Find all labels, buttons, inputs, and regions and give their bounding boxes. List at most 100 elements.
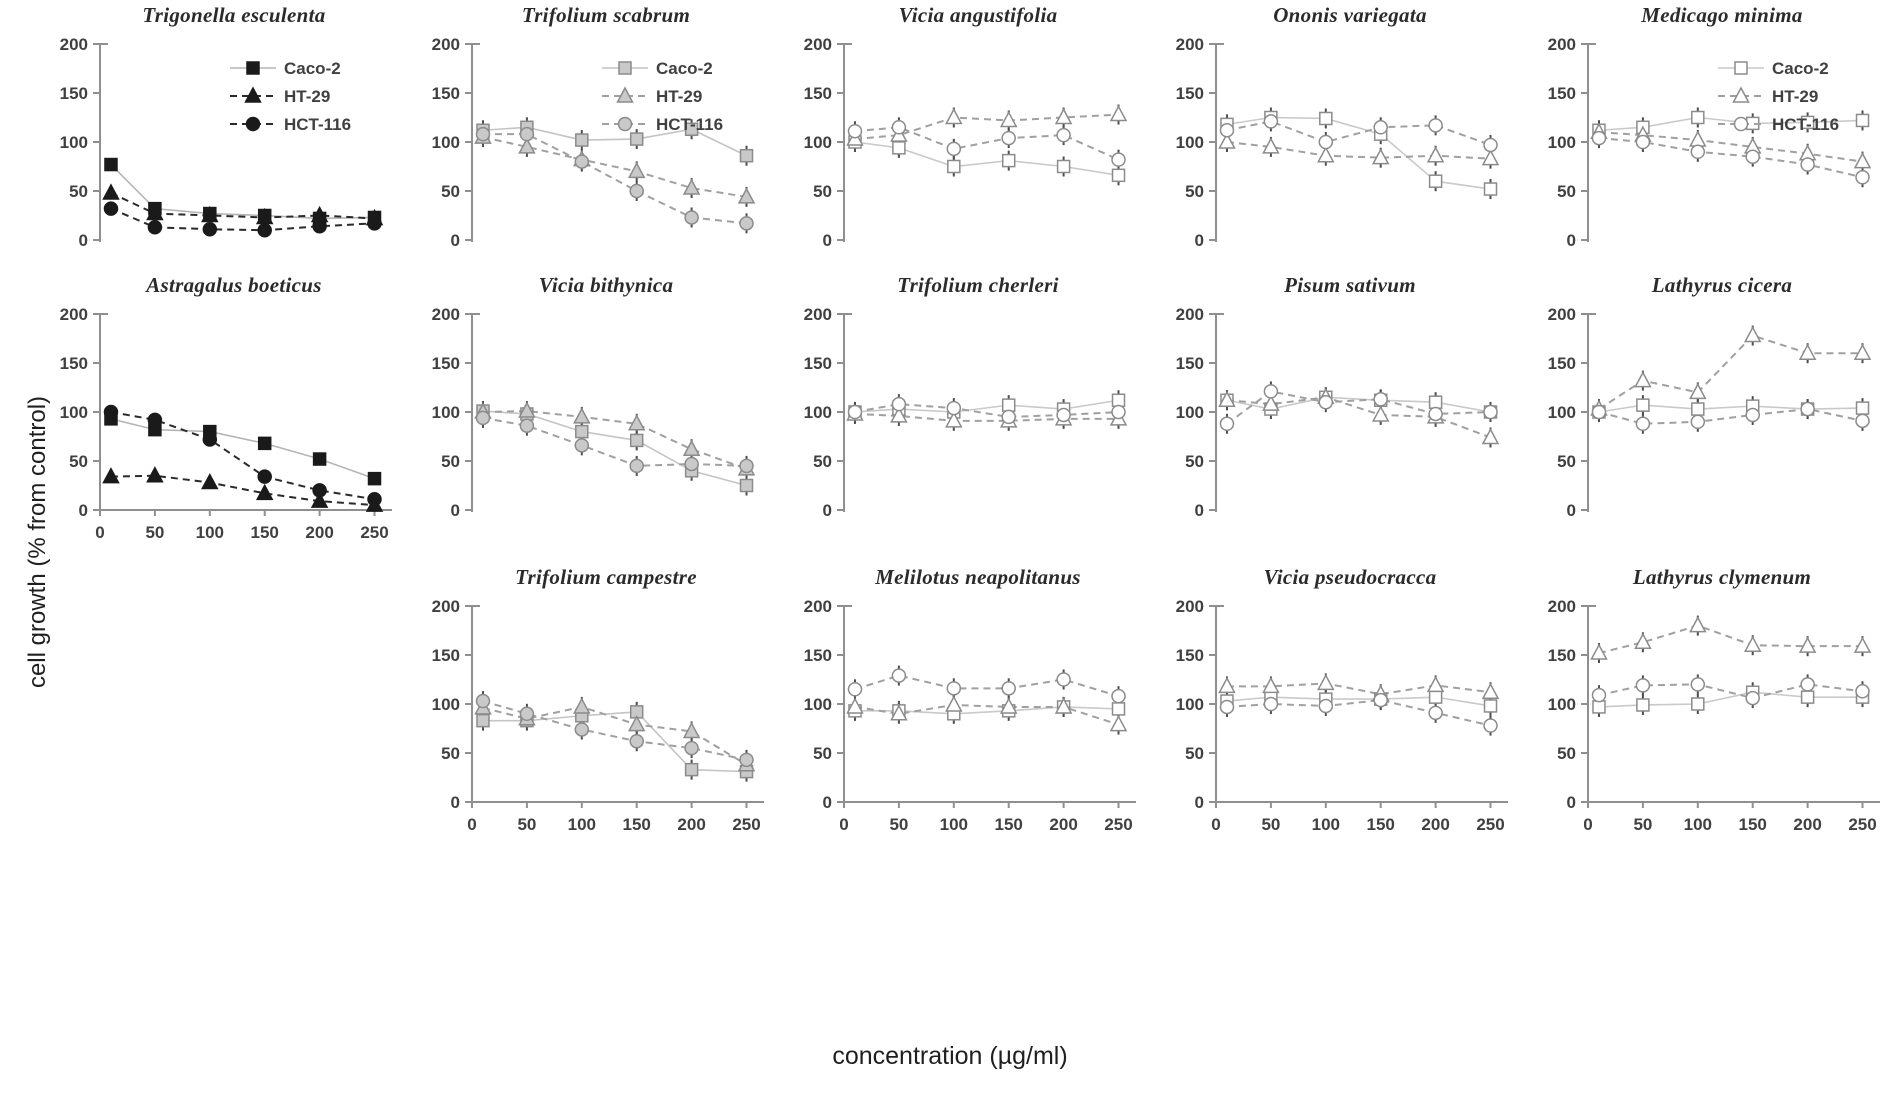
svg-text:50: 50 — [441, 182, 460, 201]
svg-text:50: 50 — [145, 523, 164, 542]
svg-text:0: 0 — [1567, 501, 1576, 520]
svg-text:0: 0 — [839, 815, 848, 834]
panel-title: Trifolium scabrum — [521, 3, 691, 27]
panel-lathyrus-clymenum: Lathyrus clymenum 0 50 100 150 200 0 50 100 150 20… — [1522, 564, 1894, 856]
svg-text:0: 0 — [1583, 815, 1592, 834]
svg-text:150: 150 — [432, 646, 460, 665]
svg-text:150: 150 — [804, 646, 832, 665]
svg-text:200: 200 — [1176, 35, 1204, 54]
svg-text:200: 200 — [677, 815, 705, 834]
svg-text:50: 50 — [1557, 744, 1576, 763]
chart-canvas: 0 50 100 150 200 0 50 100 150 200 250 — [1548, 597, 1880, 834]
svg-text:50: 50 — [1185, 182, 1204, 201]
svg-text:50: 50 — [1185, 744, 1204, 763]
panel-title: Lathyrus cicera — [1651, 273, 1793, 297]
panel-trifolium-scabrum: Trifolium scabrum 0 50 100 150 200 Caco-2 HT-29… — [406, 2, 778, 272]
svg-text:150: 150 — [1176, 84, 1204, 103]
svg-text:50: 50 — [441, 452, 460, 471]
svg-text:150: 150 — [1548, 354, 1576, 373]
chart-canvas: 0 50 100 150 200 Caco-2 HT-29 HCT-116 — [1548, 35, 1872, 250]
svg-text:50: 50 — [517, 815, 536, 834]
chart-canvas: 0 50 100 150 200 — [1176, 35, 1500, 250]
svg-text:150: 150 — [1367, 815, 1395, 834]
chart-canvas: 0 50 100 150 200 — [432, 305, 756, 520]
svg-text:250: 250 — [1848, 815, 1876, 834]
svg-text:100: 100 — [1312, 815, 1340, 834]
svg-text:0: 0 — [1567, 793, 1576, 812]
svg-text:100: 100 — [432, 695, 460, 714]
svg-text:0: 0 — [1195, 231, 1204, 250]
svg-text:150: 150 — [60, 354, 88, 373]
svg-text:0: 0 — [95, 523, 104, 542]
svg-text:Caco-2: Caco-2 — [656, 59, 713, 78]
svg-text:150: 150 — [1548, 646, 1576, 665]
svg-text:200: 200 — [432, 35, 460, 54]
panel-vicia-angustifolia: Vicia angustifolia 0 50 100 150 200 — [778, 2, 1150, 272]
svg-text:100: 100 — [568, 815, 596, 834]
svg-text:0: 0 — [823, 501, 832, 520]
svg-text:50: 50 — [69, 452, 88, 471]
svg-text:0: 0 — [79, 501, 88, 520]
svg-text:150: 150 — [432, 354, 460, 373]
svg-text:100: 100 — [1684, 815, 1712, 834]
svg-text:50: 50 — [1633, 815, 1652, 834]
svg-text:100: 100 — [1176, 403, 1204, 422]
svg-text:50: 50 — [69, 182, 88, 201]
svg-text:150: 150 — [623, 815, 651, 834]
panel-title: Trigonella esculenta — [142, 3, 326, 27]
svg-text:50: 50 — [1557, 182, 1576, 201]
svg-text:150: 150 — [1548, 84, 1576, 103]
svg-text:200: 200 — [305, 523, 333, 542]
panel-medicago-minima: Medicago minima 0 50 100 150 200 Caco-2 HT-29 HC… — [1522, 2, 1894, 272]
svg-text:200: 200 — [1176, 305, 1204, 324]
svg-text:0: 0 — [1195, 793, 1204, 812]
svg-text:200: 200 — [804, 35, 832, 54]
svg-text:150: 150 — [1176, 354, 1204, 373]
empty-panel-cell — [34, 564, 406, 856]
svg-text:200: 200 — [1548, 35, 1576, 54]
chart-canvas: 0 50 100 150 200 0 50 100 150 200 250 — [804, 597, 1136, 834]
svg-text:200: 200 — [1049, 815, 1077, 834]
panel-astragalus-boeticus: Astragalus boeticus 0 50 100 150 200 0 50 100 150… — [34, 272, 406, 564]
panel-trifolium-campestre: Trifolium campestre 0 50 100 150 200 0 50 100 150… — [406, 564, 778, 856]
svg-text:100: 100 — [196, 523, 224, 542]
chart-canvas: 0 50 100 150 200 — [1176, 305, 1500, 520]
panel-title: Trifolium campestre — [515, 565, 697, 589]
panel-lathyrus-cicera: Lathyrus cicera 0 50 100 150 200 — [1522, 272, 1894, 564]
panel-title: Melilotus neapolitanus — [875, 565, 1081, 589]
svg-text:0: 0 — [467, 815, 476, 834]
svg-text:200: 200 — [60, 305, 88, 324]
svg-text:200: 200 — [1548, 597, 1576, 616]
chart-canvas: 0 50 100 150 200 Caco-2 HT-29 HCT-116 — [60, 35, 384, 250]
chart-canvas: 0 50 100 150 200 0 50 100 150 200 250 — [432, 597, 764, 834]
svg-text:100: 100 — [804, 403, 832, 422]
svg-text:100: 100 — [1176, 133, 1204, 152]
svg-text:250: 250 — [360, 523, 388, 542]
panel-trigonella-esculenta: Trigonella esculenta 0 50 100 150 200 Caco-2 HT… — [34, 2, 406, 272]
chart-canvas: 0 50 100 150 200 0 50 100 150 200 250 — [1176, 597, 1508, 834]
panel-pisum-sativum: Pisum sativum 0 50 100 150 200 — [1150, 272, 1522, 564]
svg-text:0: 0 — [1567, 231, 1576, 250]
panel-title: Lathyrus clymenum — [1632, 565, 1812, 589]
svg-text:100: 100 — [60, 403, 88, 422]
svg-text:HT-29: HT-29 — [284, 87, 330, 106]
svg-text:150: 150 — [1739, 815, 1767, 834]
svg-text:0: 0 — [823, 793, 832, 812]
svg-text:150: 150 — [804, 84, 832, 103]
svg-text:0: 0 — [451, 793, 460, 812]
svg-text:150: 150 — [251, 523, 279, 542]
panel-title: Medicago minima — [1641, 3, 1803, 27]
svg-text:200: 200 — [432, 597, 460, 616]
panel-title: Astragalus boeticus — [146, 273, 322, 297]
chart-canvas: 0 50 100 150 200 Caco-2 HT-29 HCT-116 — [432, 35, 756, 250]
svg-text:200: 200 — [804, 597, 832, 616]
svg-text:200: 200 — [1176, 597, 1204, 616]
svg-text:HCT-116: HCT-116 — [284, 115, 351, 134]
svg-text:50: 50 — [1557, 452, 1576, 471]
svg-text:HCT-116: HCT-116 — [656, 115, 723, 134]
svg-text:0: 0 — [1211, 815, 1220, 834]
svg-text:100: 100 — [940, 815, 968, 834]
svg-text:50: 50 — [1261, 815, 1280, 834]
panel-ononis-variegata: Ononis variegata 0 50 100 150 200 — [1150, 2, 1522, 272]
